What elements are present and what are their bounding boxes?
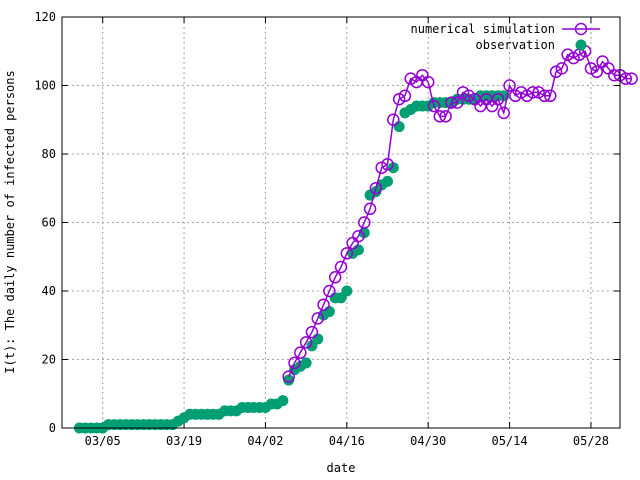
legend-marker-simulation — [574, 22, 588, 36]
y-tick-label: 0 — [49, 421, 56, 435]
simulation-point — [497, 106, 510, 120]
x-tick-label: 04/30 — [410, 434, 446, 448]
simulation-point — [445, 96, 458, 109]
legend: numerical simulation observation — [411, 22, 600, 52]
simulation-point — [544, 89, 557, 103]
simulation-point — [433, 110, 447, 123]
simulation-point — [294, 346, 307, 359]
y-axis-title: I(t): The daily number of infected perso… — [3, 70, 17, 373]
simulation-point — [282, 370, 295, 383]
simulation-point — [491, 92, 505, 106]
simulation-point — [538, 89, 551, 103]
x-axis-title: date — [327, 461, 356, 475]
y-tick-label: 120 — [34, 10, 56, 24]
simulation-point — [363, 202, 377, 216]
observation-point — [352, 244, 364, 256]
simulation-point — [288, 356, 301, 370]
tick-layer: 0 20 40 60 80 100 120 03/05 03/19 04/02 04/16 04/30… — [34, 10, 620, 448]
simulation-point — [503, 79, 516, 92]
y-tick-label: 60 — [42, 216, 56, 230]
simulation-point — [299, 336, 313, 349]
x-tick-label: 04/16 — [329, 434, 365, 448]
observation-point — [312, 333, 324, 345]
observation-point — [300, 357, 312, 369]
simulation-point — [427, 99, 441, 113]
legend-label-observation: observation — [476, 38, 555, 52]
x-tick-label: 03/19 — [166, 434, 202, 448]
simulation-point — [555, 62, 569, 75]
simulation-point — [387, 113, 400, 126]
simulation-point — [328, 271, 342, 284]
observation-point — [277, 395, 289, 407]
legend-marker-observation — [575, 39, 587, 51]
simulation-point — [352, 229, 365, 243]
simulation-point — [323, 284, 336, 298]
simulation-point — [526, 86, 540, 99]
plot-frame — [61, 16, 621, 429]
x-tick-label: 04/02 — [247, 434, 283, 448]
simulation-point — [340, 247, 354, 260]
observation-point — [382, 175, 393, 187]
observation-point — [341, 285, 353, 297]
legend-label-simulation: numerical simulation — [411, 22, 556, 36]
simulation-point — [398, 89, 412, 103]
grid-layer — [62, 17, 620, 428]
simulation-point — [439, 110, 452, 123]
simulation-point — [421, 75, 435, 89]
x-tick-label: 03/05 — [85, 434, 121, 448]
observation-point — [393, 121, 405, 133]
simulation-point — [369, 182, 383, 195]
observation-point — [387, 162, 399, 174]
x-tick-label: 05/14 — [492, 434, 528, 448]
simulation-point — [311, 312, 324, 325]
y-tick-label: 20 — [42, 353, 56, 367]
y-tick-label: 80 — [42, 147, 56, 161]
simulation-point — [451, 96, 464, 109]
simulation-point — [334, 260, 348, 274]
simulation-point — [305, 325, 319, 339]
y-tick-label: 40 — [42, 284, 56, 298]
x-tick-label: 05/28 — [573, 434, 609, 448]
simulation-point — [590, 65, 603, 79]
simulation-point — [317, 298, 330, 311]
observation-point — [283, 374, 295, 386]
simulation-point — [358, 216, 371, 229]
series-layer — [73, 45, 638, 434]
y-tick-label: 100 — [34, 79, 56, 93]
simulation-point — [625, 72, 638, 85]
observation-point — [323, 306, 335, 318]
simulation-point — [381, 158, 394, 171]
